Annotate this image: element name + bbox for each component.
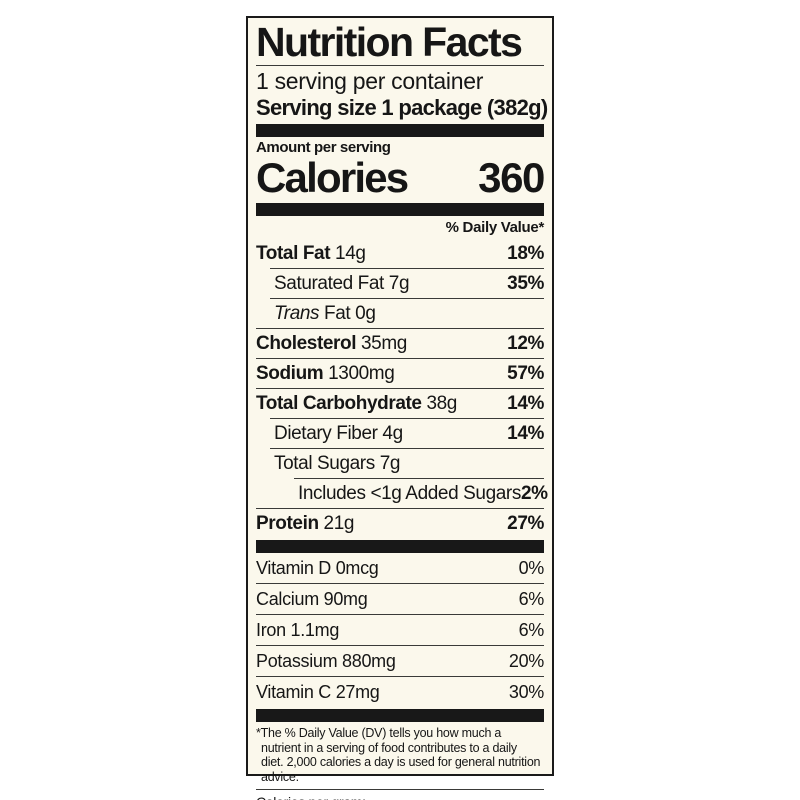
nutrient-row: Trans Fat 0g xyxy=(256,299,544,328)
nutrient-name-bold: Protein xyxy=(256,513,319,534)
micronutrient-daily-value: 6% xyxy=(518,620,545,640)
divider-nutrient xyxy=(256,358,544,359)
nutrient-name: Total Carbohydrate 38g xyxy=(256,393,457,414)
daily-value-header: % Daily Value* xyxy=(445,219,545,236)
nutrient-daily-value: 18% xyxy=(507,243,544,264)
nutrient-daily-value: 57% xyxy=(507,363,544,384)
micronutrient-row: Calcium 90mg 6% xyxy=(256,584,544,614)
amount-per-serving-label: Amount per serving xyxy=(256,139,391,156)
divider-nutrient xyxy=(270,298,544,299)
nutrient-row: Total Fat 14g 18% xyxy=(256,239,544,268)
nutrient-name: Protein 21g xyxy=(256,513,355,534)
divider-title xyxy=(256,65,544,66)
nutrient-name: Total Sugars 7g xyxy=(274,453,401,474)
calories-label: Calories xyxy=(256,154,409,201)
nutrient-daily-value: 27% xyxy=(507,513,544,534)
nutrient-row: Total Sugars 7g xyxy=(256,449,544,478)
divider-nutrient xyxy=(256,388,544,389)
nutrient-list: Total Fat 14g 18% Saturated Fat 7g 35% Trans… xyxy=(256,239,548,538)
micronutrient-daily-value: 6% xyxy=(518,589,545,609)
calories-row: Calories 360 xyxy=(256,154,545,201)
micronutrient-list: Vitamin D 0mcg 0% Calcium 90mg 6% Iron 1.1mg… xyxy=(256,553,544,707)
divider-footnote xyxy=(256,789,544,791)
nutrient-name: Cholesterol 35mg xyxy=(256,333,407,354)
nutrient-name: Includes <1g Added Sugars xyxy=(298,483,521,504)
nutrient-name-bold: Cholesterol xyxy=(256,333,357,354)
divider-nutrient xyxy=(270,448,544,449)
nutrient-daily-value: 14% xyxy=(507,393,544,414)
micronutrient-name: Vitamin D 0mcg xyxy=(256,558,379,578)
nutrient-row: Total Carbohydrate 38g 14% xyxy=(256,389,544,418)
nutrient-row: Saturated Fat 7g 35% xyxy=(256,269,544,298)
micronutrient-name: Iron 1.1mg xyxy=(256,620,340,640)
nutrient-row: Cholesterol 35mg 12% xyxy=(256,329,544,358)
micronutrient-name: Calcium 90mg xyxy=(256,589,368,609)
nutrient-daily-value: 12% xyxy=(507,333,544,354)
nutrient-name: Total Fat 14g xyxy=(256,243,366,264)
nutrition-facts-label: Nutrition Facts 1 serving per container … xyxy=(246,16,554,800)
nutrient-row: Protein 21g 27% xyxy=(256,509,544,538)
micronutrient-name: Potassium 880mg xyxy=(256,651,396,671)
serving-size: Serving size 1 package (382g) xyxy=(256,95,548,120)
micronutrient-row: Vitamin C 27mg 30% xyxy=(256,677,544,707)
divider-micronutrient xyxy=(256,645,544,646)
nutrient-name: Saturated Fat 7g xyxy=(274,273,410,294)
micronutrient-daily-value: 30% xyxy=(508,682,544,702)
divider-nutrient xyxy=(270,268,544,269)
servings-per-container: 1 serving per container xyxy=(256,68,484,94)
daily-value-footnote: *The % Daily Value (DV) tells you how mu… xyxy=(256,726,541,784)
nutrient-name: Dietary Fiber 4g xyxy=(274,423,403,444)
page-title: Nutrition Facts xyxy=(256,19,523,65)
divider-micronutrient xyxy=(256,676,544,677)
divider-thick-micronutrients xyxy=(256,709,544,722)
divider-micronutrient xyxy=(256,614,544,615)
nutrient-daily-value: 2% xyxy=(520,483,548,504)
divider-nutrient xyxy=(270,418,544,419)
nutrient-daily-value: 14% xyxy=(507,423,544,444)
nutrient-name-bold: Total Fat xyxy=(256,243,331,264)
calories-value: 360 xyxy=(478,154,545,201)
calories-per-gram-title: Calories per gram: xyxy=(256,790,544,800)
divider-nutrient xyxy=(256,508,544,509)
micronutrient-row: Iron 1.1mg 6% xyxy=(256,615,544,645)
divider-thick-header xyxy=(256,124,544,137)
micronutrient-name: Vitamin C 27mg xyxy=(256,682,380,702)
trans-italic: Trans xyxy=(274,303,320,324)
nutrient-name-bold: Sodium xyxy=(256,363,324,384)
micronutrient-daily-value: 20% xyxy=(508,651,544,671)
nutrient-row: Dietary Fiber 4g 14% xyxy=(256,419,544,448)
divider-nutrient xyxy=(256,328,544,329)
nutrient-name: Trans Fat 0g xyxy=(274,303,376,324)
micronutrient-daily-value: 0% xyxy=(518,558,545,578)
micronutrient-row: Potassium 880mg 20% xyxy=(256,646,544,676)
divider-micronutrient xyxy=(256,583,544,584)
nutrient-row: Includes <1g Added Sugars 2% xyxy=(256,479,548,508)
micronutrient-row: Vitamin D 0mcg 0% xyxy=(256,553,544,583)
nutrient-row: Sodium 1300mg 57% xyxy=(256,359,544,388)
divider-nutrient xyxy=(294,478,544,479)
nutrient-daily-value: 35% xyxy=(507,273,544,294)
divider-thick-calories xyxy=(256,203,544,216)
nutrient-name: Sodium 1300mg xyxy=(256,363,395,384)
divider-thick-protein xyxy=(256,540,544,553)
nutrient-name-bold: Total Carbohydrate xyxy=(256,393,422,414)
